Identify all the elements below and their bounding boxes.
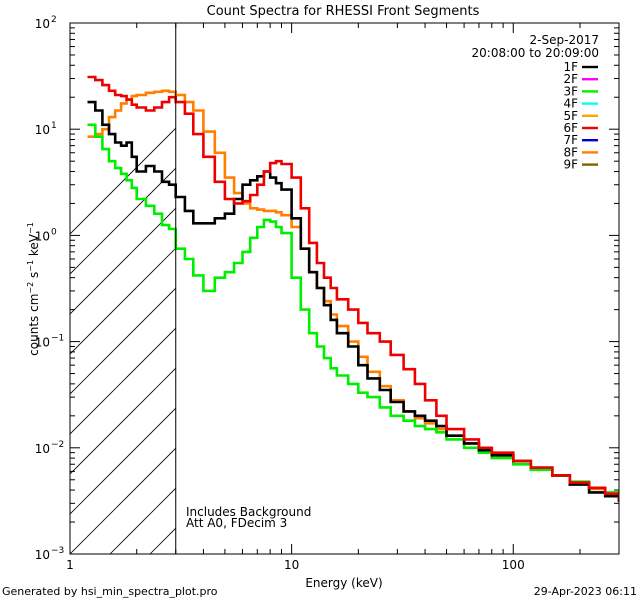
series-layer [87, 75, 619, 502]
hatch-line [350, 0, 640, 554]
hatch-line [630, 0, 640, 554]
y-tick-exponent: 1 [51, 121, 57, 131]
hatch-line [109, 487, 176, 554]
annotation-background: Includes Background [186, 505, 311, 519]
y-tick-label: 10 [35, 548, 50, 562]
footer-generated-by: Generated by hsi_min_spectra_plot.pro [2, 585, 218, 598]
y-tick-exponent: −3 [51, 546, 64, 556]
legend-date: 2-Sep-2017 [530, 33, 599, 47]
y-tick-exponent: 2 [51, 15, 57, 25]
x-axis-label: Energy (keV) [305, 576, 382, 590]
legend-label-8F: 8F [563, 145, 578, 159]
hatch-line [70, 207, 176, 315]
hatch-line [70, 167, 176, 275]
legend-label-4F: 4F [563, 97, 578, 111]
hatch-line [310, 0, 640, 554]
hatched-low-energy-region [70, 0, 640, 554]
plot-frame [69, 22, 620, 555]
legend-label-1F: 1F [563, 60, 578, 74]
legend-time-range: 20:08:00 to 20:09:00 [472, 46, 599, 60]
y-axis-label: counts cm−2 s−1 keV−1 [26, 222, 41, 356]
hatch-line [70, 287, 176, 395]
footer-timestamp: 29-Apr-2023 06:11 [534, 585, 637, 598]
legend-label-6F: 6F [563, 121, 578, 135]
y-tick-exponent: −2 [51, 440, 64, 450]
hatch-line [70, 367, 176, 475]
series-3F [87, 123, 619, 498]
hatch-line [70, 447, 176, 554]
series-1F [87, 100, 619, 502]
series-6F [87, 75, 619, 501]
y-tick-label: 10 [35, 229, 50, 243]
hatch-line [70, 407, 176, 515]
y-tick-exponent: −1 [51, 334, 64, 344]
x-tick-label: 10 [284, 558, 299, 572]
x-tick-label: 1 [66, 558, 74, 572]
legend-label-3F: 3F [563, 84, 578, 98]
y-tick-label: 10 [35, 17, 50, 31]
x-tick-label: 100 [502, 558, 525, 572]
hatch-line [70, 327, 176, 435]
chart-title: Count Spectra for RHESSI Front Segments [207, 4, 480, 19]
y-tick-label: 10 [35, 336, 50, 350]
legend-label-5F: 5F [563, 109, 578, 123]
hatch-line [390, 0, 640, 554]
legend-label-7F: 7F [563, 133, 578, 147]
hatch-line [70, 247, 176, 355]
y-tick-exponent: 0 [51, 227, 57, 237]
legend-label-9F: 9F [563, 158, 578, 172]
legend-label-2F: 2F [563, 72, 578, 86]
annotation-attenuator: Att A0, FDecim 3 [186, 516, 287, 530]
y-tick-label: 10 [35, 123, 50, 137]
y-tick-label: 10 [35, 442, 50, 456]
